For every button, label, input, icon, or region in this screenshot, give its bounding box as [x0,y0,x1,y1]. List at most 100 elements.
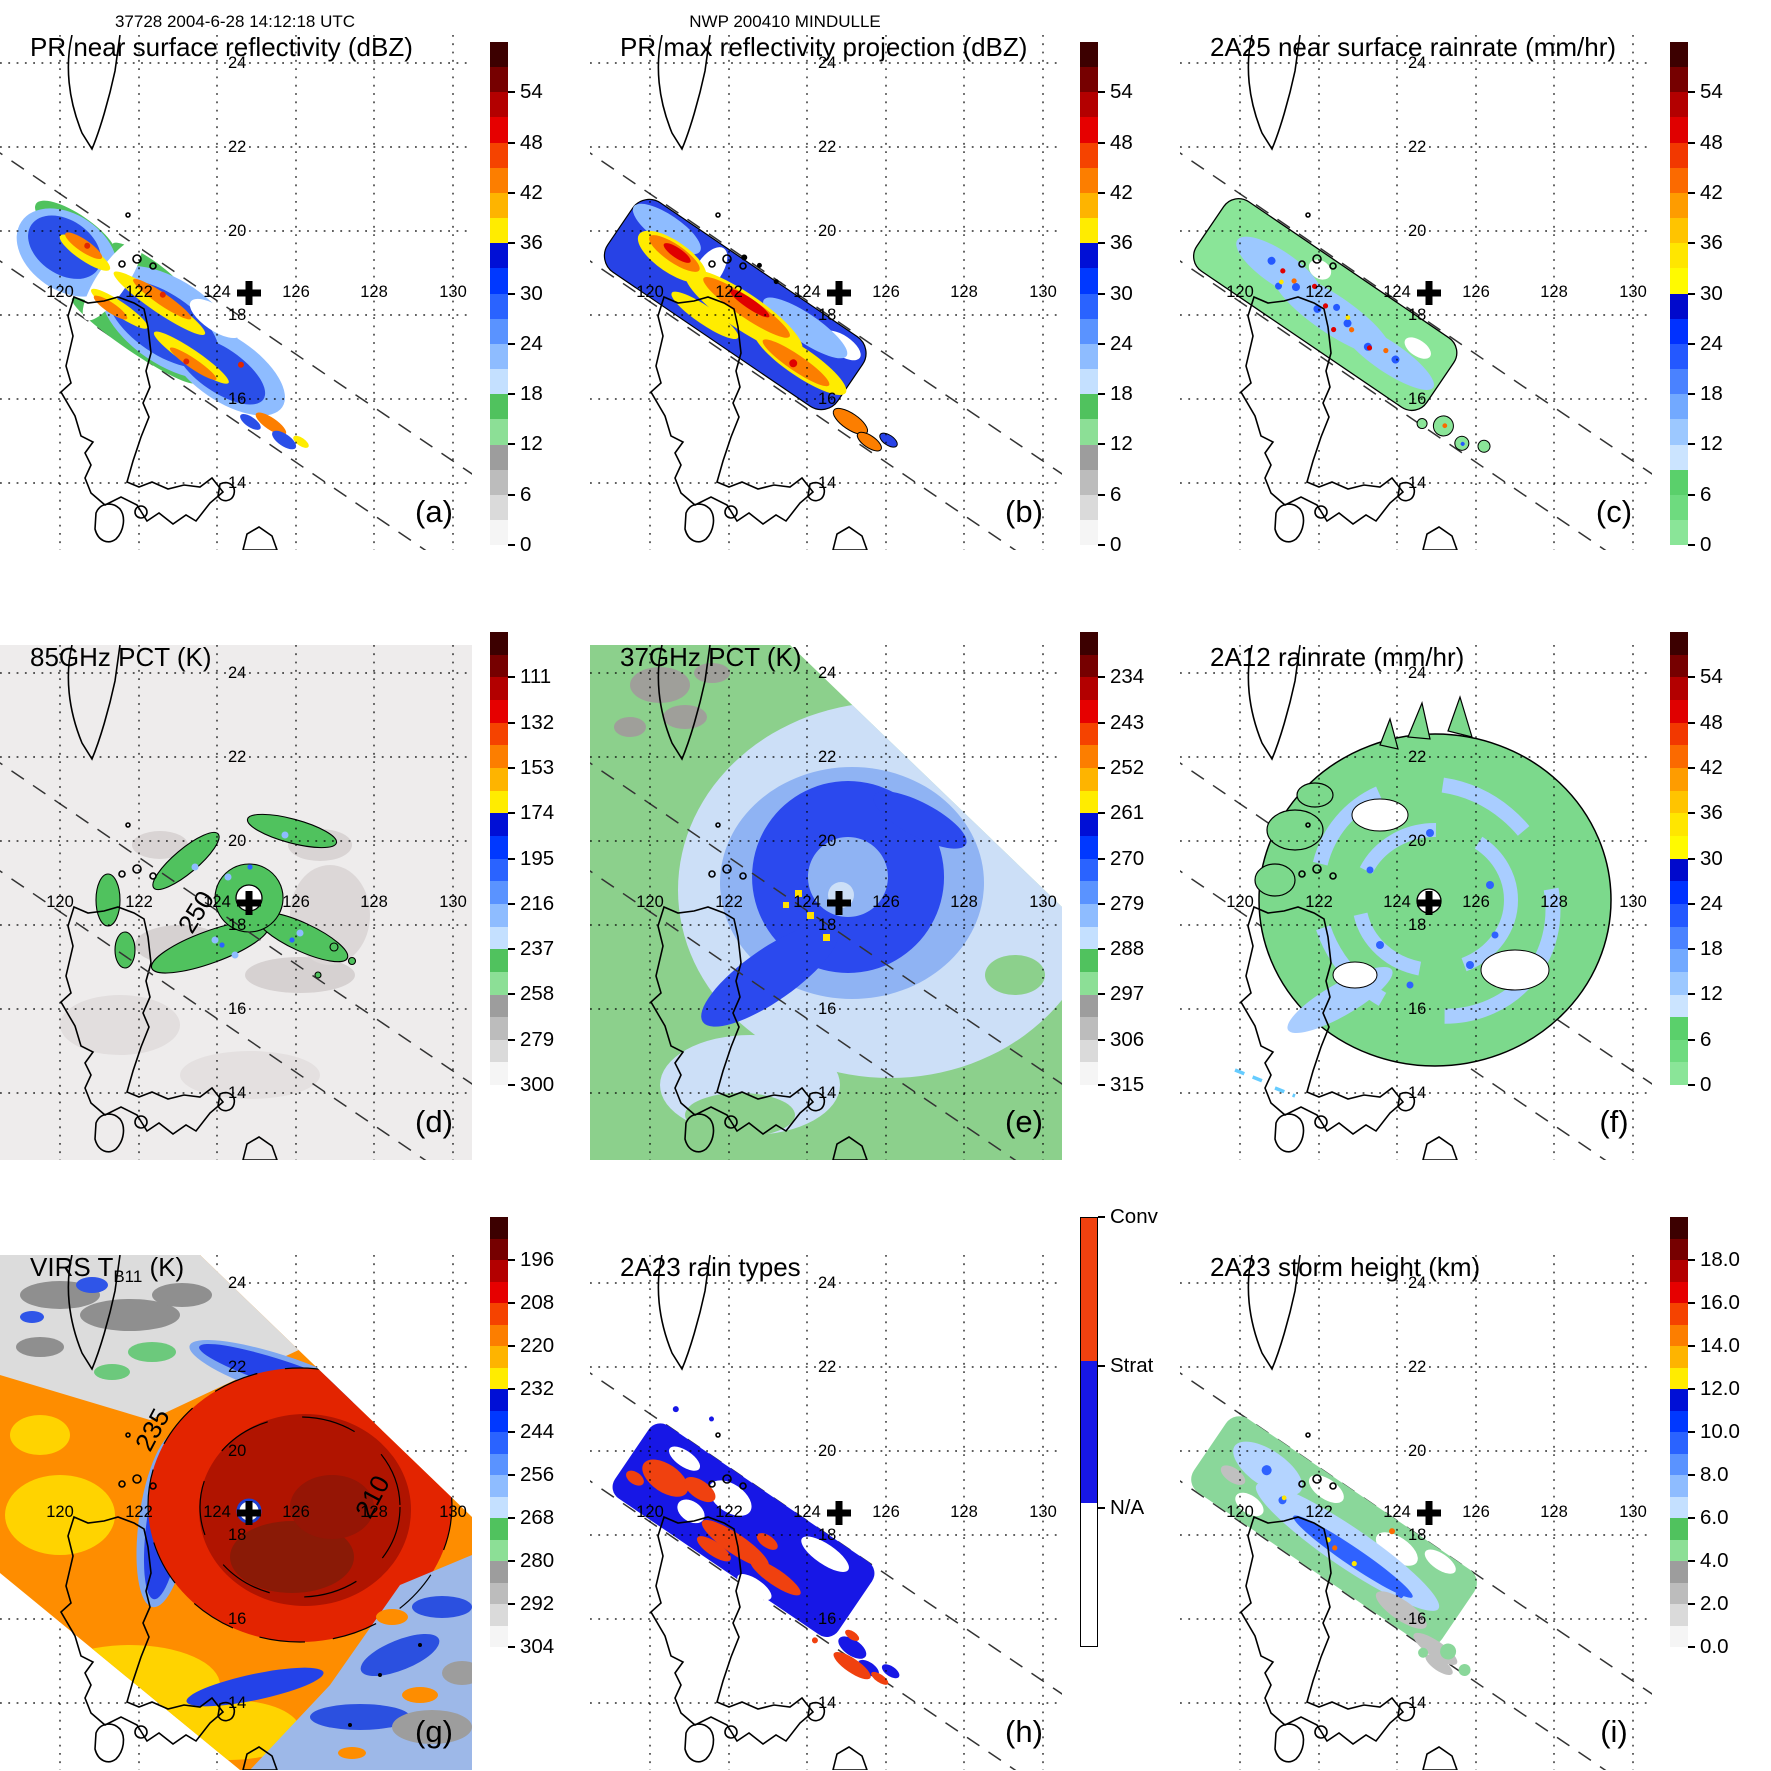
lon-label: 122 [715,283,743,301]
map-2a23-storm-height: 120 122 124 126 128 130 24 22 20 18 16 14 (i) [1180,1255,1652,1770]
colorbar-segment [1670,142,1688,168]
colorbar-tick-label: 42 [520,180,543,204]
colorbar-tick-label: 288 [1110,937,1145,961]
colorbar-segment [1080,218,1098,244]
lon-label: 128 [360,893,388,911]
colorbar-tick-label: 243 [1110,710,1145,734]
lat-label: 20 [228,832,246,850]
colorbar-tick-label: 48 [1700,130,1723,154]
colorbar-tick [508,1431,515,1433]
colorbar-segment [490,994,508,1018]
lat-label: 18 [228,306,246,324]
colorbar: 234 243 252 261 270 279 288 297 306 315 [1080,632,1144,1096]
colorbar-tick [1688,676,1695,679]
panel-i: 2A23 storm height (km) 120 122 124 126 128 13… [1180,1217,1770,1771]
colorbar-segment [1670,926,1688,950]
colorbar-tick-label: 36 [1700,801,1723,825]
colorbar-tick [1688,1603,1695,1605]
colorbar-segment [1670,1453,1688,1475]
lat-label: 14 [818,1084,836,1102]
colorbar-segment [1670,1062,1688,1086]
colorbar-tick [508,857,515,860]
lon-label: 130 [439,893,467,911]
colorbar-tick [1098,721,1105,724]
lon-label: 128 [950,1503,978,1521]
colorbar-tick [1098,948,1105,951]
colorbar-tick-label: 6 [1700,482,1712,506]
colorbar-segment [1670,949,1688,972]
lat-label: 24 [228,1274,246,1292]
colorbar-tick [508,902,515,905]
colorbar-tick-label: 18 [1110,382,1133,406]
colorbar-segment [490,419,508,445]
colorbar-segment [1670,1539,1688,1561]
colorbar-segment [490,142,508,168]
map-2a23-rain-types: 120 122 124 126 128 130 24 22 20 18 16 14 (h) [590,1255,1062,1770]
colorbar-segment [1080,654,1098,678]
colorbar-tick-label: 36 [1700,231,1723,255]
colorbar-segment [490,519,508,546]
colorbar-tick-label: 196 [520,1248,555,1271]
panel-letter: (f) [1599,1104,1628,1139]
colorbar-segment [1670,745,1688,768]
colorbar-tick [508,1302,515,1304]
colorbar-segment [1670,1496,1688,1518]
colorbar-segment [1670,813,1688,836]
lon-label: 124 [1383,283,1411,301]
colorbar-segment [1670,1604,1688,1626]
colorbar-segment [1670,1217,1688,1239]
colorbar-segment [490,1432,508,1454]
colorbar-tick-label: 279 [1110,891,1145,915]
lon-label: 126 [872,893,900,911]
lat-label: 22 [228,748,246,766]
colorbar-segment [490,1410,508,1432]
colorbar-tick [508,766,515,769]
lat-label: 20 [1408,832,1426,850]
colorbar-tick-label: 14.0 [1700,1334,1740,1357]
colorbar-tick [508,1474,515,1476]
colorbar-tick-label: 300 [520,1073,555,1096]
colorbar-tick [1688,1560,1695,1562]
colorbar-segment [1670,699,1688,723]
panel-title: PR max reflectivity projection (dBZ) [620,32,1028,62]
colorbar-tick [1688,948,1695,951]
lat-label: 16 [1408,1000,1426,1018]
storm-center-marker [1417,1501,1441,1525]
colorbar-tick-label: 8.0 [1700,1463,1729,1486]
panel-title: 37GHz PCT (K) [620,642,802,672]
colorbar-segment [490,92,508,118]
colorbar-tick-label: 0 [1110,533,1122,556]
lon-label: 124 [793,283,821,301]
panel-letter: (h) [1005,1714,1043,1749]
panel-letter: (c) [1596,494,1632,529]
lat-label: 14 [1408,1694,1426,1712]
colorbar-segment [1670,790,1688,814]
colorbar-segment [1670,469,1688,495]
lon-label: 122 [125,283,153,301]
colorbar-segment [1080,394,1098,420]
colorbar-segment [1670,67,1688,93]
colorbar-segment [490,218,508,244]
colorbar-tick [1098,393,1105,396]
lat-label: 16 [228,1000,246,1018]
colorbar-tick-label: 304 [520,1635,555,1658]
panel-c: 2A25 near surface rainrate (mm/hr) 120 12… [1180,28,1770,638]
colorbar-segment [1670,881,1688,904]
lon-label: 120 [1226,893,1254,911]
colorbar-tick [1688,393,1695,396]
panel-b: PR max reflectivity projection (dBZ) 120… [590,28,1180,638]
lat-label: 20 [1408,222,1426,240]
colorbar-segment [490,1561,508,1583]
colorbar-tick-label: 234 [1110,665,1145,689]
lon-label: 130 [439,1503,467,1521]
lat-label: 14 [1408,474,1426,492]
colorbar-tick [1688,902,1695,905]
lon-label: 126 [282,283,310,301]
colorbar-tick-label: 54 [1700,665,1723,689]
lon-label: 126 [1462,1503,1490,1521]
map-37ghz-pct: 120 122 124 126 128 130 24 22 20 18 16 14 (e) [590,645,1062,1160]
panel-title: 2A23 storm height (km) [1210,1252,1481,1282]
lon-label: 120 [636,893,664,911]
colorbar-segment [490,1453,508,1475]
colorbar-segment [490,790,508,814]
